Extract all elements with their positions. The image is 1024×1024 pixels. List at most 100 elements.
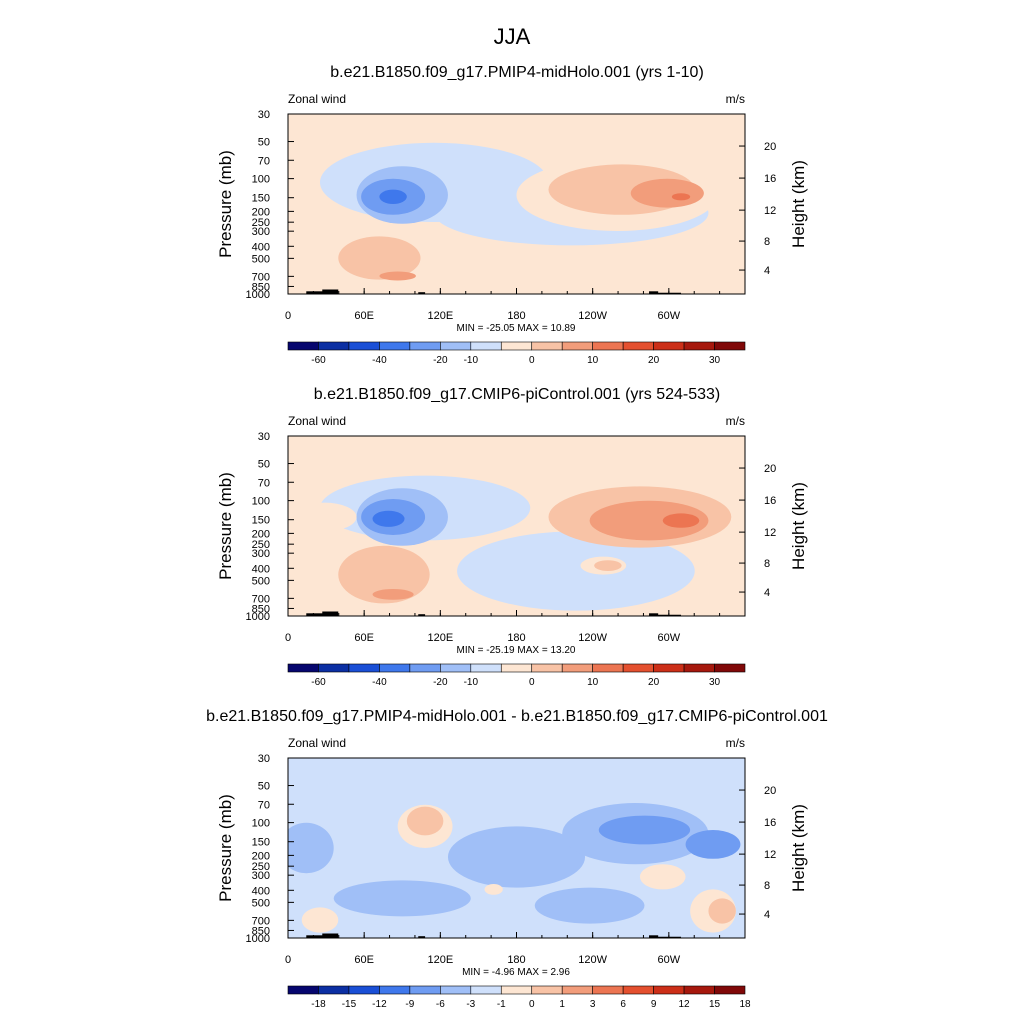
y-tick-label: 30	[258, 753, 270, 765]
y-tick-label: 100	[252, 174, 270, 186]
y-tick-label: 300	[252, 226, 270, 238]
colorbar-label: -20	[433, 677, 448, 688]
topography	[653, 614, 682, 616]
height-tick-label: 16	[764, 817, 776, 829]
y-axis-label-right: Height (km)	[789, 160, 808, 248]
colorbar-label: 10	[587, 355, 599, 366]
contour-region	[671, 193, 691, 201]
height-tick-label: 8	[764, 558, 770, 570]
panel-1: b.e21.B1850.f09_g17.PMIP4-midHolo.001 (y…	[216, 64, 808, 366]
y-tick-label: 150	[252, 193, 270, 205]
colorbar-swatch	[409, 663, 441, 673]
colorbar-label: -40	[372, 355, 387, 366]
height-tick-label: 12	[764, 849, 776, 861]
colorbar-swatch	[287, 663, 319, 673]
y-tick-label: 200	[252, 850, 270, 862]
contour-region	[379, 271, 416, 281]
panel-2: b.e21.B1850.f09_g17.CMIP6-piControl.001 …	[216, 386, 808, 688]
y-tick-label: 70	[258, 799, 270, 811]
colorbar-swatch	[683, 663, 715, 673]
x-tick-label: 0	[285, 954, 291, 966]
x-tick-label: 60E	[354, 310, 374, 322]
contour-region	[589, 500, 709, 541]
colorbar-label: 9	[651, 999, 657, 1010]
colorbar-label: 10	[587, 677, 599, 688]
min-max-stats: MIN = -25.19 MAX = 13.20	[457, 645, 576, 656]
y-axis-label-right: Height (km)	[789, 482, 808, 570]
colorbar-label: -6	[436, 999, 445, 1010]
min-max-stats: MIN = -25.05 MAX = 10.89	[457, 323, 576, 334]
colorbar-label: -60	[311, 677, 326, 688]
colorbar-label: -18	[311, 999, 326, 1010]
colorbar-swatch	[440, 985, 472, 995]
colorbar-label: -10	[464, 355, 479, 366]
panel-title: b.e21.B1850.f09_g17.PMIP4-midHolo.001 (y…	[330, 64, 704, 81]
contour-region	[708, 898, 736, 924]
colorbar-swatch	[500, 985, 533, 995]
colorbar-label: 0	[529, 355, 535, 366]
y-tick-label: 200	[252, 528, 270, 540]
y-tick-label: 1000	[246, 289, 270, 301]
y-tick-label: 1000	[246, 611, 270, 623]
colorbar-label: 3	[590, 999, 596, 1010]
colorbar-swatch	[470, 985, 502, 995]
colorbar-swatch	[531, 341, 563, 351]
colorbar-swatch	[683, 341, 715, 351]
colorbar-swatch	[379, 341, 411, 351]
y-axis-label: Pressure (mb)	[216, 150, 235, 258]
y-tick-label: 850	[252, 925, 270, 937]
topography	[649, 613, 659, 616]
topography	[418, 936, 426, 938]
x-tick-label: 0	[285, 632, 291, 644]
x-tick-label: 0	[285, 310, 291, 322]
units-label: m/s	[726, 414, 745, 428]
y-axis-label-right: Height (km)	[789, 804, 808, 892]
y-tick-label: 250	[252, 217, 270, 229]
colorbar-label: 15	[709, 999, 721, 1010]
colorbar-label: 30	[709, 355, 721, 366]
contour-region	[594, 560, 622, 571]
variable-label: Zonal wind	[288, 736, 346, 750]
contour-region	[338, 545, 430, 604]
topography	[322, 611, 339, 616]
height-tick-label: 4	[764, 909, 770, 921]
variable-label: Zonal wind	[288, 414, 346, 428]
topography	[322, 933, 339, 938]
colorbar-swatch	[348, 341, 380, 351]
y-tick-label: 250	[252, 539, 270, 551]
y-tick-label: 150	[252, 515, 270, 527]
height-tick-label: 20	[764, 141, 776, 153]
y-tick-label: 500	[252, 253, 270, 265]
panel-title: b.e21.B1850.f09_g17.CMIP6-piControl.001 …	[314, 386, 720, 403]
colorbar-swatch	[561, 985, 593, 995]
y-tick-label: 200	[252, 206, 270, 218]
y-tick-label: 700	[252, 915, 270, 927]
x-tick-label: 120E	[427, 632, 453, 644]
y-tick-label: 300	[252, 870, 270, 882]
colorbar-label: 1	[559, 999, 565, 1010]
contour-region	[534, 887, 645, 924]
topography	[418, 614, 426, 616]
contour-region	[685, 830, 741, 859]
contour-region	[630, 178, 704, 208]
panels: b.e21.B1850.f09_g17.PMIP4-midHolo.001 (y…	[206, 64, 828, 1010]
contour-region	[379, 189, 407, 204]
x-tick-label: 60W	[658, 954, 681, 966]
colorbar-swatch	[287, 985, 319, 995]
colorbar-swatch	[409, 341, 441, 351]
height-tick-label: 12	[764, 205, 776, 217]
contour-region	[457, 531, 695, 611]
colorbar-swatch	[653, 341, 685, 351]
contour-region	[484, 884, 503, 895]
contour-region	[662, 513, 700, 528]
colorbar-swatch	[348, 985, 380, 995]
x-tick-label: 120W	[578, 632, 607, 644]
colorbar-label: 20	[648, 677, 660, 688]
topography	[418, 292, 426, 294]
y-axis-label: Pressure (mb)	[216, 472, 235, 580]
colorbar-swatch	[592, 985, 624, 995]
colorbar-swatch	[409, 985, 441, 995]
colorbar-swatch	[287, 341, 319, 351]
y-tick-label: 850	[252, 281, 270, 293]
colorbar-label: -3	[466, 999, 475, 1010]
